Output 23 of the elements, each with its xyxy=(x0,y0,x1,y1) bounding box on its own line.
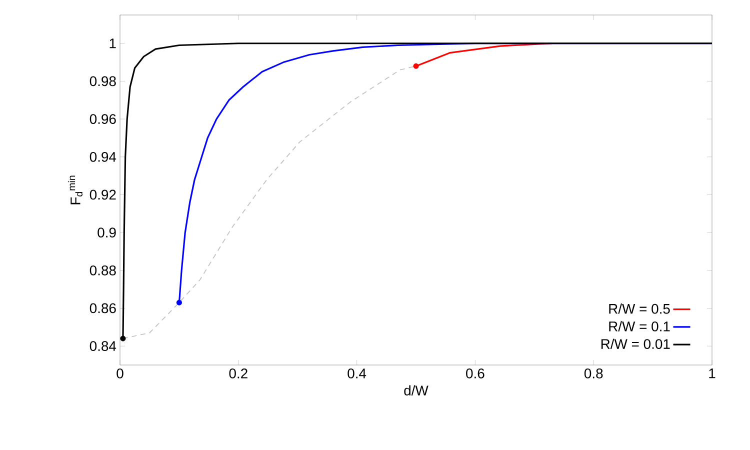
x-axis-title: d/W xyxy=(404,385,428,396)
legend-label: R/W = 0.01 xyxy=(601,338,670,349)
y-tick-label: 0.96 xyxy=(90,114,116,124)
legend-label: R/W = 0.1 xyxy=(609,321,670,332)
point xyxy=(413,63,419,69)
y-tick-label: 0.84 xyxy=(90,341,116,352)
x-tick-label: 0.4 xyxy=(348,368,366,378)
legend-label: R/W = 0.5 xyxy=(609,304,670,314)
y-tick-label: 0.94 xyxy=(90,152,116,162)
point xyxy=(176,300,182,306)
y-tick-label: 0.9 xyxy=(98,228,116,238)
y-tick-label: 0.98 xyxy=(90,76,116,86)
y-tick-label: 0.88 xyxy=(90,265,116,276)
x-tick-label: 0.2 xyxy=(229,368,248,378)
x-tick-label: 0 xyxy=(116,368,124,378)
y-axis-title: F$_{d}$min xyxy=(68,176,82,204)
x-tick-label: 0.8 xyxy=(584,368,603,378)
x-tick-label: 1 xyxy=(709,368,716,378)
y-tick-label: 0.86 xyxy=(90,303,116,314)
y-tick-label: 0.92 xyxy=(90,190,116,200)
y-tick-label: 1 xyxy=(110,38,116,48)
x-tick-label: 0.6 xyxy=(466,368,484,378)
point xyxy=(120,336,126,342)
